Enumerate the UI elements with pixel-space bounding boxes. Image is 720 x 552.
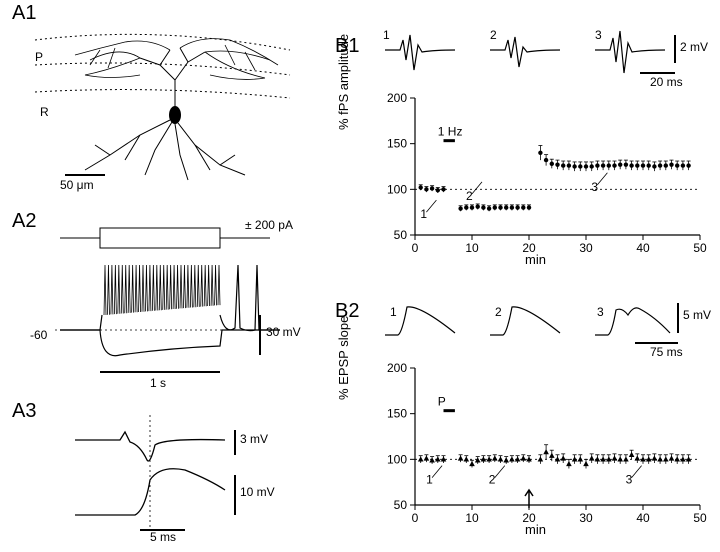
b1-inset-traces — [380, 25, 700, 80]
b2-xlabel: min — [525, 522, 546, 537]
svg-text:100: 100 — [387, 182, 407, 196]
a2-traces — [30, 220, 300, 385]
b1-vscale: 2 mV — [680, 40, 708, 54]
b1-tscale: 20 ms — [650, 75, 683, 89]
b1-trace1-label: 1 — [383, 28, 390, 42]
svg-text:0: 0 — [412, 241, 419, 255]
b1-trace2-label: 2 — [490, 28, 497, 42]
a2-vm-label: -60 — [30, 328, 47, 342]
svg-text:50: 50 — [693, 511, 707, 525]
svg-text:50: 50 — [394, 228, 408, 242]
b2-ylabel: % EPSP slope — [336, 316, 351, 400]
neuron-drawing — [30, 20, 300, 190]
b2-trace3-label: 3 — [597, 305, 604, 319]
a1-scalebar-label: 50 μm — [60, 178, 94, 192]
svg-text:1: 1 — [426, 473, 433, 487]
svg-text:150: 150 — [387, 407, 407, 421]
svg-text:50: 50 — [394, 498, 408, 512]
layer-label-p: P — [35, 50, 43, 64]
svg-text:P: P — [438, 395, 446, 409]
b2-trace1-label: 1 — [390, 305, 397, 319]
svg-text:1: 1 — [420, 207, 427, 221]
svg-text:2: 2 — [489, 473, 496, 487]
svg-text:10: 10 — [465, 241, 479, 255]
a3-lower-scale: 10 mV — [240, 485, 275, 499]
svg-text:100: 100 — [387, 452, 407, 466]
b2-vscale: 5 mV — [683, 308, 711, 322]
svg-text:200: 200 — [387, 361, 407, 375]
a3-traces — [55, 410, 285, 540]
svg-text:3: 3 — [591, 180, 598, 194]
svg-text:1 Hz: 1 Hz — [438, 125, 463, 139]
a3-time-scale: 5 ms — [150, 530, 176, 544]
svg-text:0: 0 — [412, 511, 419, 525]
b2-chart: 5010015020001020304050P123 — [370, 360, 710, 535]
svg-text:30: 30 — [579, 241, 593, 255]
b2-trace2-label: 2 — [495, 305, 502, 319]
svg-text:30: 30 — [579, 511, 593, 525]
svg-text:3: 3 — [626, 473, 633, 487]
layer-label-r: R — [40, 105, 49, 119]
svg-text:40: 40 — [636, 511, 650, 525]
b1-chart: 50100150200010203040501 Hz123 — [370, 90, 710, 265]
b2-tscale: 75 ms — [650, 345, 683, 359]
a2-vscale-label: 30 mV — [266, 325, 301, 339]
a2-tscale-label: 1 s — [150, 376, 166, 390]
a3-upper-scale: 3 mV — [240, 432, 268, 446]
b1-xlabel: min — [525, 252, 546, 267]
b1-trace3-label: 3 — [595, 28, 602, 42]
svg-text:200: 200 — [387, 91, 407, 105]
a2-current-label: ± 200 pA — [245, 218, 293, 232]
svg-text:2: 2 — [466, 189, 473, 203]
panel-label-a3: A3 — [12, 400, 36, 423]
b1-ylabel: % fPS amplitude — [336, 34, 351, 130]
svg-text:40: 40 — [636, 241, 650, 255]
svg-text:10: 10 — [465, 511, 479, 525]
b2-inset-traces — [380, 295, 700, 350]
svg-text:150: 150 — [387, 137, 407, 151]
svg-text:50: 50 — [693, 241, 707, 255]
